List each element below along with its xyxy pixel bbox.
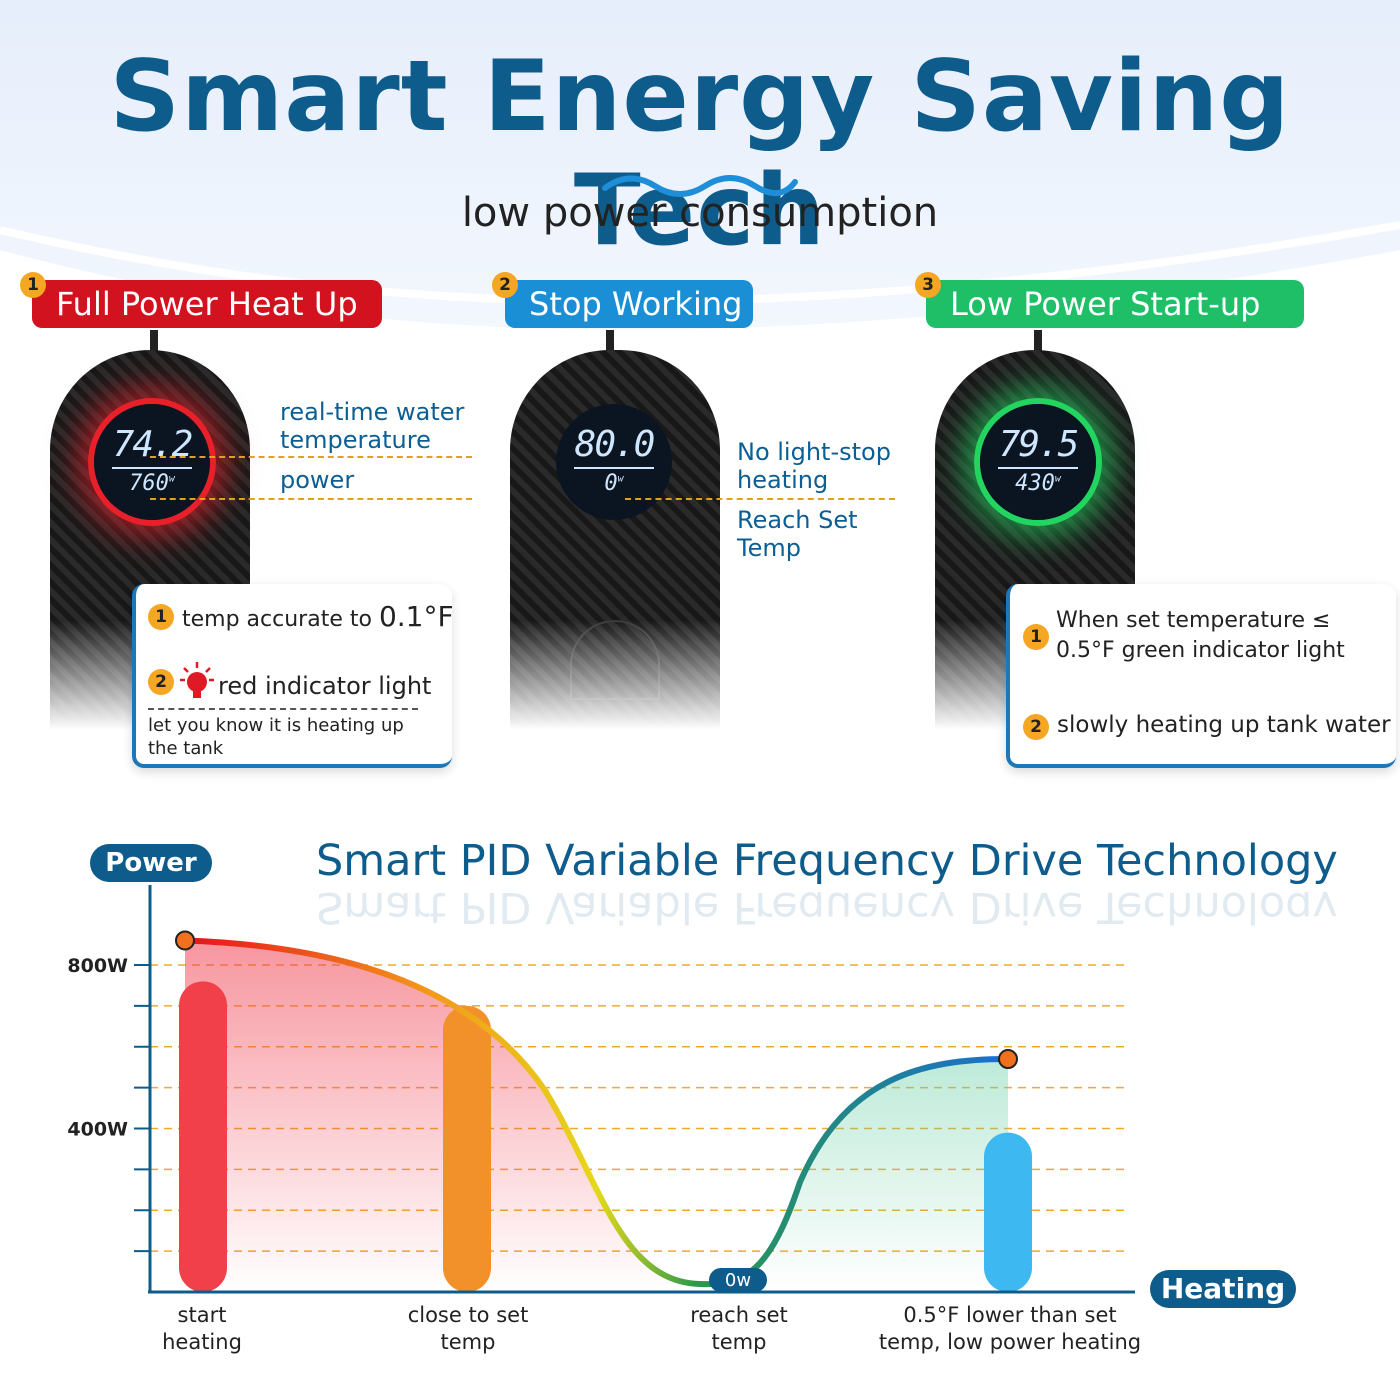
y-tick-label-800: 800W	[67, 955, 128, 977]
mode-label: Stop Working	[529, 285, 743, 323]
step-number-badge: 2	[492, 272, 518, 298]
card-item-accuracy: temp accurate to 0.1°F	[182, 600, 454, 633]
card-item-slow-heating: slowly heating up tank water	[1057, 712, 1391, 738]
red-indicator-ring	[88, 398, 216, 526]
red-bulb-icon	[180, 662, 214, 698]
annotation-reach-set-temp: Reach Set Temp	[737, 506, 858, 562]
display-power-value: 760	[129, 471, 169, 496]
y-axis-ticks	[134, 964, 150, 1253]
annotation-power: power	[280, 466, 355, 494]
display-power-unit: w	[168, 473, 175, 485]
chart-bar	[984, 1132, 1032, 1292]
power-curve-line	[184, 937, 1009, 1288]
display-power: 0w	[556, 471, 672, 496]
device-display: 74.2 760w	[94, 404, 210, 520]
page-title: Smart Energy Saving Tech	[109, 40, 1291, 268]
display-power: 430w	[980, 471, 1096, 496]
display-power-unit: w	[1054, 473, 1061, 485]
y-tick-label-400: 400W	[67, 1119, 128, 1141]
card-item-red-light: red indicator light	[218, 672, 432, 700]
x-axis-label: Heating	[1160, 1272, 1286, 1305]
card-item-value: 0.1°F	[378, 600, 454, 633]
display-power: 760w	[94, 471, 210, 496]
display-divider	[998, 467, 1078, 469]
card-item-number: 1	[1023, 624, 1049, 650]
curve-start-point	[175, 930, 195, 951]
mode-label: Full Power Heat Up	[56, 285, 358, 323]
display-power-value: 0	[604, 471, 618, 496]
card-item-number: 2	[148, 669, 174, 695]
x-category-low-power: 0.5°F lower than set temp, low power hea…	[878, 1303, 1142, 1354]
annotation-leader-line	[150, 456, 472, 458]
mode-badge-low-power: Low Power Start-up	[926, 280, 1304, 328]
display-divider	[112, 467, 192, 469]
x-category-start-heating: start heating	[162, 1303, 242, 1354]
device-cable	[150, 330, 158, 352]
display-power-value: 430	[1015, 471, 1055, 496]
mode-badge-full-power: Full Power Heat Up	[32, 280, 382, 328]
annotation-no-light: No light-stop heating	[737, 438, 891, 494]
low-power-area-fill	[740, 1059, 1008, 1292]
step-number-badge: 3	[915, 272, 941, 298]
annotation-leader-line	[150, 498, 472, 500]
heating-area-fill	[185, 940, 700, 1292]
display-power-unit: w	[617, 473, 624, 485]
x-category-reach-set: reach set temp	[690, 1303, 788, 1354]
device-fade	[500, 620, 740, 730]
device-display: 80.0 0w	[556, 404, 672, 520]
device-cable	[1034, 330, 1042, 352]
chart-bar	[179, 981, 227, 1292]
card-divider	[148, 708, 418, 710]
info-card-full-power	[132, 584, 452, 768]
zero-watt-label: 0w	[725, 1270, 751, 1291]
annotation-leader-line	[625, 498, 895, 500]
page-subtitle: low power consumption	[461, 190, 939, 236]
x-category-close-to-set: close to set temp	[407, 1303, 529, 1354]
y-axis-label-badge: Power	[90, 844, 212, 882]
card-item-text: temp accurate to	[182, 607, 379, 632]
chart-bar	[443, 1005, 491, 1292]
zero-watt-badge	[709, 1268, 767, 1292]
display-divider	[574, 467, 654, 469]
card-item-number: 1	[148, 604, 174, 630]
wave-icon	[602, 175, 798, 197]
mode-label: Low Power Start-up	[950, 285, 1261, 323]
device-cable	[606, 330, 614, 352]
card-item-green-light: When set temperature ≤ 0.5°F green indic…	[1056, 608, 1345, 663]
y-axis-label: Power	[105, 848, 197, 878]
green-indicator-ring	[974, 398, 1102, 526]
step-number-badge: 1	[20, 272, 46, 298]
mode-badge-stop-working: Stop Working	[505, 280, 753, 328]
display-temperature: 79.5	[998, 424, 1080, 465]
chart-bars	[179, 981, 1032, 1292]
display-temperature: 80.0	[574, 424, 656, 465]
card-item-number: 2	[1023, 714, 1049, 740]
chart-title: Smart PID Variable Frequency Drive Techn…	[316, 836, 1338, 886]
display-temperature: 74.2	[112, 424, 194, 465]
card-item-subtext: let you know it is heating up the tank	[148, 715, 404, 759]
annotation-water-temperature: real-time water temperature	[280, 398, 465, 454]
info-card-low-power	[1006, 584, 1396, 768]
curve-end-point	[998, 1049, 1018, 1070]
x-axis-label-badge: Heating	[1150, 1270, 1296, 1308]
power-chart: 0w 800W 400W	[67, 885, 1135, 1294]
device-display: 79.5 430w	[980, 404, 1096, 520]
